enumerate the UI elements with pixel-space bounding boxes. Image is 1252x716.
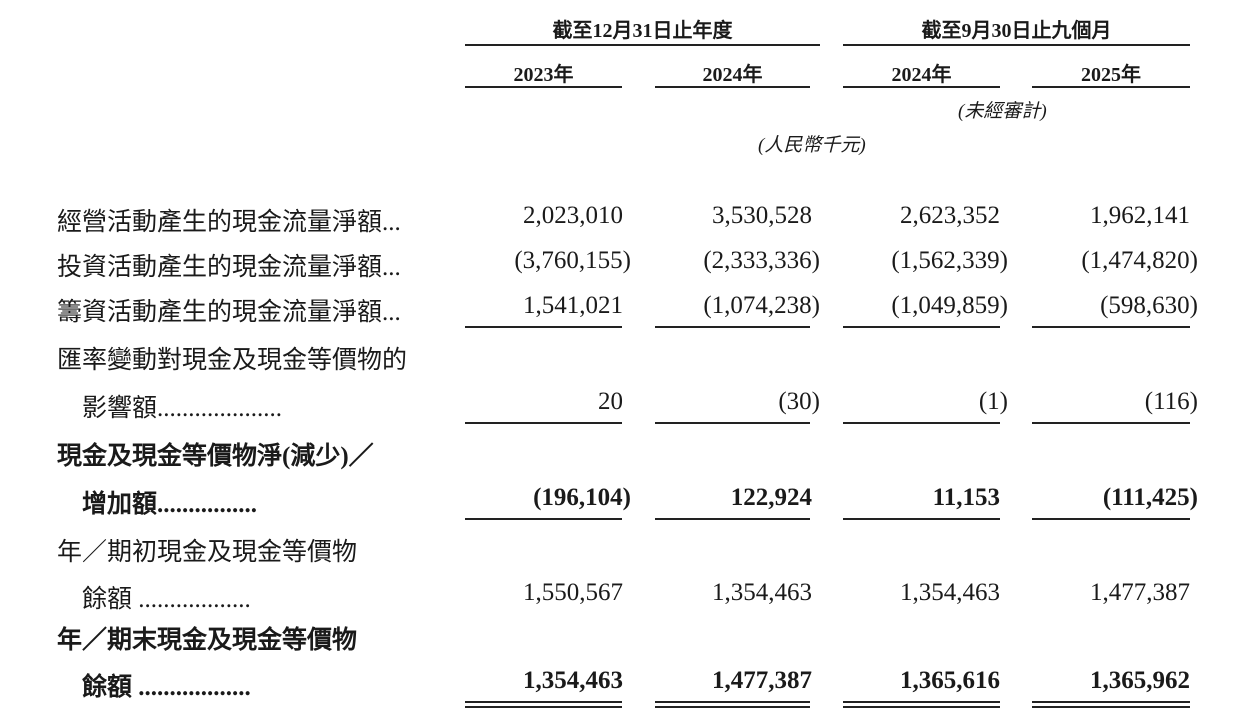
row-value: 1,365,616 [900,667,1000,694]
underline [843,701,1000,703]
row-value: 122,924 [730,484,812,511]
divider [465,44,820,46]
row-value: (1,562,339) [891,247,1008,274]
underline [465,422,622,424]
underline [465,518,622,520]
header-group-nine-months: 截至9月30日止九個月 [921,20,1112,42]
row-value: 1,477,387 [1090,579,1190,606]
row-value: (1,074,238) [703,292,820,319]
row-label-continued: 餘額 .................. [82,586,251,613]
divider [843,44,1190,46]
underline [843,518,1000,520]
row-label: 籌資活動產生的現金流量淨額... [57,299,401,326]
row-value: 1,354,463 [900,579,1000,606]
row-value: (111,425) [1102,484,1198,511]
row-value: 20 [598,388,623,415]
row-value: 1,541,021 [523,292,623,319]
underline [1032,326,1190,328]
row-value: (196,104) [533,484,631,511]
row-value: (3,760,155) [514,247,631,274]
row-value: 1,354,463 [712,579,812,606]
underline [465,701,622,703]
double-underline [843,706,1000,708]
underline [1032,518,1190,520]
row-value: (1,474,820) [1081,247,1198,274]
divider [655,86,810,88]
divider [843,86,1000,88]
row-label: 年／期初現金及現金等價物 [57,539,358,566]
row-label: 年／期末現金及現金等價物 [57,627,358,654]
double-underline [655,706,810,708]
row-value: 1,550,567 [523,579,623,606]
header-group-year: 截至12月31日止年度 [552,20,733,42]
row-label-continued: 增加額................ [82,491,258,518]
underline [843,422,1000,424]
double-underline [1032,706,1190,708]
row-label: 匯率變動對現金及現金等價物的 [57,347,408,374]
divider [465,86,622,88]
row-value: 1,962,141 [1090,202,1190,229]
row-value: 2,623,352 [900,202,1000,229]
underline [843,326,1000,328]
row-value: (30) [778,388,820,415]
row-value: 1,365,962 [1090,667,1190,694]
underline [655,518,810,520]
row-value: 11,153 [932,484,1000,511]
underline [655,701,810,703]
row-label: 經營活動產生的現金流量淨額... [57,209,401,236]
row-value: (2,333,336) [703,247,820,274]
row-value: (1) [978,388,1008,415]
row-value: 1,477,387 [712,667,812,694]
double-underline [465,706,622,708]
row-value: (116) [1144,388,1198,415]
row-value: 2,023,010 [523,202,623,229]
year-header-3: 2024年 [891,64,952,86]
year-header-2: 2024年 [702,64,763,86]
underline [655,326,810,328]
underline [1032,422,1190,424]
row-label-continued: 影響額.................... [82,395,283,422]
row-label: 投資活動產生的現金流量淨額... [57,254,401,281]
row-value: 1,354,463 [523,667,623,694]
divider [1032,86,1190,88]
underline [465,326,622,328]
unit-note: (人民幣千元) [758,135,866,156]
row-label-continued: 餘額 .................. [82,674,251,701]
year-header-1: 2023年 [513,64,574,86]
row-label: 現金及現金等價物淨(減少)／ [57,443,374,470]
underline [1032,701,1190,703]
underline [655,422,810,424]
year-header-4: 2025年 [1081,64,1141,86]
unaudited-note: (未經審計) [958,101,1047,122]
row-value: (598,630) [1100,292,1198,319]
row-value: 3,530,528 [712,202,812,229]
row-value: (1,049,859) [891,292,1008,319]
